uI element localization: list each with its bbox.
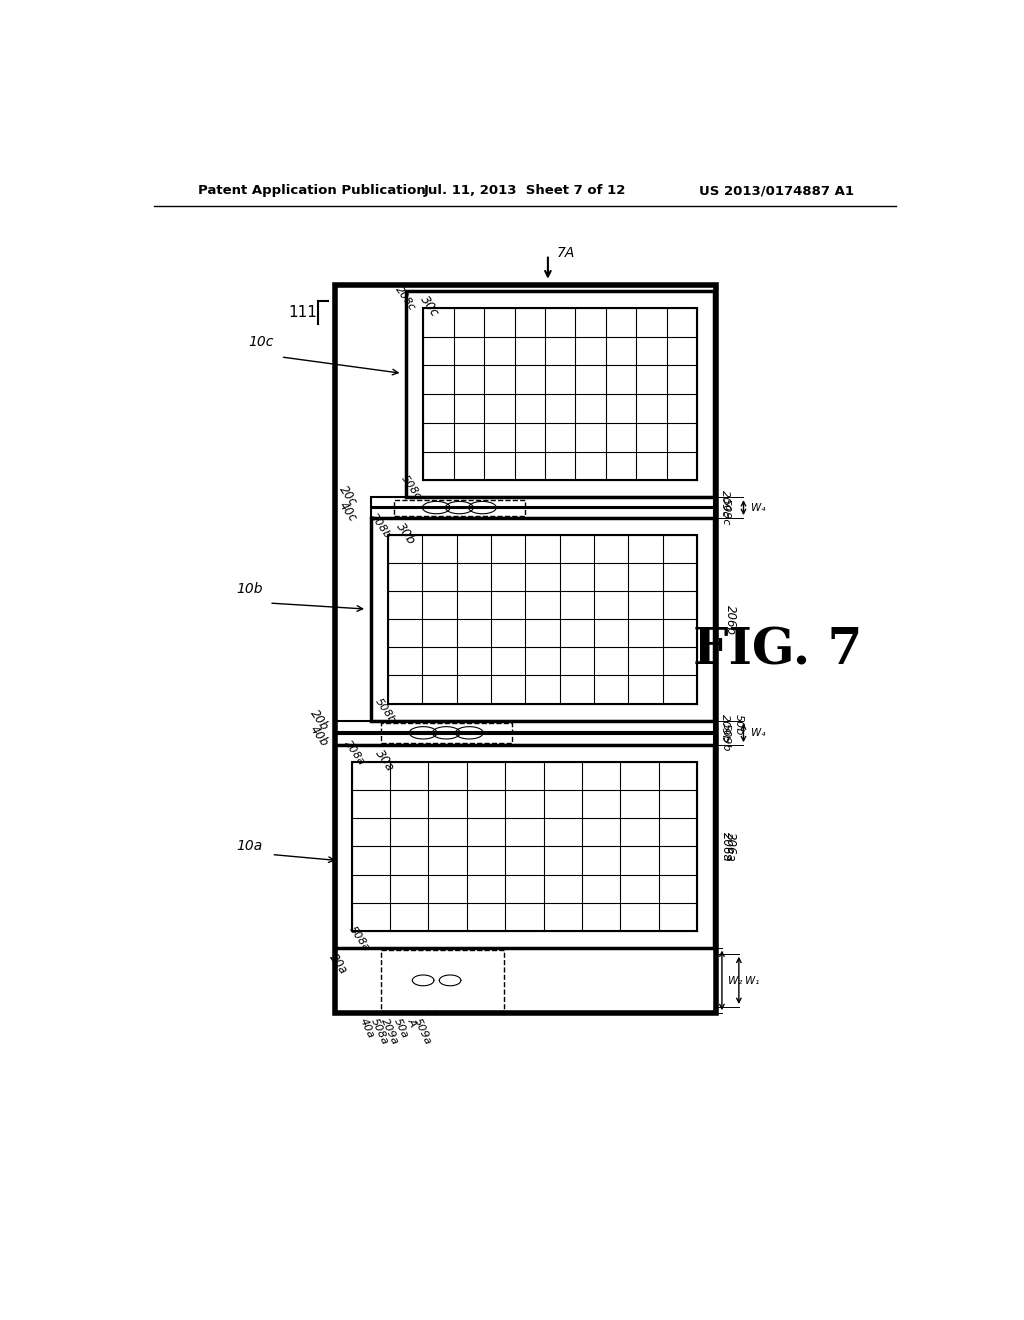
Text: 208b: 208b: [368, 511, 392, 540]
Bar: [407, 290, 714, 498]
Text: 508b: 508b: [373, 697, 397, 726]
Bar: [381, 723, 512, 743]
Text: 508c: 508c: [399, 474, 423, 502]
Bar: [388, 535, 697, 704]
Text: 30a: 30a: [373, 747, 396, 774]
Text: 509a: 509a: [412, 1016, 433, 1047]
Text: 509c: 509c: [720, 498, 730, 525]
Bar: [335, 744, 714, 948]
Bar: [335, 285, 716, 1014]
Text: 40b: 40b: [307, 723, 331, 748]
Text: 50a: 50a: [392, 1016, 410, 1040]
Text: A: A: [406, 1016, 418, 1028]
Text: 7A: 7A: [557, 246, 575, 260]
Bar: [335, 721, 714, 734]
Bar: [371, 517, 714, 721]
Text: 209c: 209c: [720, 490, 730, 517]
Text: Patent Application Publication: Patent Application Publication: [199, 185, 426, 197]
Text: 208a: 208a: [343, 738, 367, 767]
Text: 30c: 30c: [418, 293, 441, 319]
Text: W₄: W₄: [752, 727, 766, 738]
Text: 508a: 508a: [347, 924, 372, 953]
Bar: [351, 762, 697, 931]
Text: 10c: 10c: [249, 335, 274, 350]
Text: W₄: W₄: [752, 503, 766, 513]
Text: 206a: 206a: [720, 832, 733, 862]
Bar: [335, 733, 714, 744]
Text: 40a: 40a: [358, 1016, 376, 1040]
Text: 20a: 20a: [327, 952, 350, 977]
Text: 209a: 209a: [380, 1016, 400, 1047]
Text: 206b: 206b: [724, 605, 736, 635]
Text: 10a: 10a: [237, 840, 263, 854]
Text: FIG. 7: FIG. 7: [692, 627, 862, 676]
Bar: [381, 950, 504, 1011]
Text: 508a: 508a: [369, 1016, 390, 1047]
Text: 509b: 509b: [720, 723, 730, 752]
Text: Jul. 11, 2013  Sheet 7 of 12: Jul. 11, 2013 Sheet 7 of 12: [424, 185, 626, 197]
Text: 30b: 30b: [393, 520, 418, 546]
Text: W₁: W₁: [745, 975, 760, 986]
Text: 20b: 20b: [307, 708, 331, 734]
Bar: [371, 498, 714, 508]
Bar: [394, 499, 525, 516]
Text: 20c: 20c: [336, 483, 359, 508]
Text: 206a: 206a: [724, 832, 736, 862]
Text: US 2013/0174887 A1: US 2013/0174887 A1: [699, 185, 854, 197]
Text: 40c: 40c: [336, 499, 359, 524]
Text: 209b: 209b: [720, 714, 730, 742]
Text: 208c: 208c: [394, 284, 418, 313]
Bar: [423, 308, 697, 480]
Text: 50b: 50b: [734, 714, 744, 735]
Text: W₂: W₂: [728, 975, 742, 986]
Bar: [371, 507, 714, 517]
Text: 111: 111: [288, 305, 316, 319]
Text: 10b: 10b: [237, 582, 263, 595]
